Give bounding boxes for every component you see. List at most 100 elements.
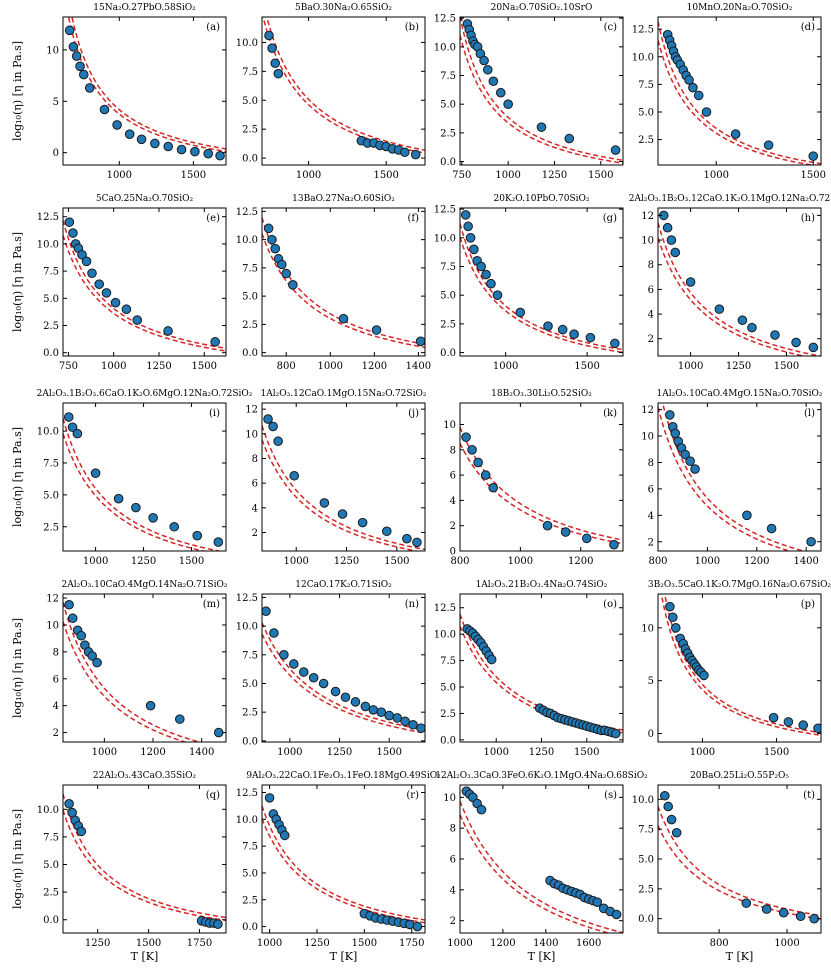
plot-area (262, 414, 425, 551)
x-tick-label: 1400 (406, 361, 431, 372)
y-tick-label: 10 (641, 236, 654, 247)
model-curve-lower (658, 237, 808, 356)
y-tick-label: 2.5 (43, 888, 59, 899)
y-tick-label: 7.5 (440, 262, 456, 273)
data-point (262, 606, 271, 617)
data-point (670, 428, 681, 439)
subplot-title: 12Al₂O₃.3CaO.3FeO.6K₂O.1MgO.4Na₂O.68SiO₂ (435, 771, 648, 781)
data-point (267, 234, 277, 245)
y-tick-label: 2.5 (638, 884, 654, 895)
y-tick-label: 2.5 (638, 135, 654, 146)
data-point (688, 82, 698, 93)
subplot-d: 10MnO.20Na₂O.70SiO₂ 1000 1500 2.5 5.0 7.5 10.0… (632, 3, 826, 181)
data-point (560, 527, 571, 537)
axes-frame (459, 593, 624, 743)
panel-label: (b) (405, 22, 419, 33)
y-tick-label: 5.0 (440, 683, 456, 694)
y-tick-label: 5 (53, 97, 59, 108)
y-tick-label: 10.0 (632, 795, 654, 806)
subplot-title: 18B₂O₃.30Li₂O.52SiO₂ (491, 389, 592, 399)
data-point (371, 325, 382, 335)
y-tick-label: 0.0 (440, 348, 456, 359)
data-point (469, 244, 479, 255)
x-tick-label: 1250 (131, 556, 156, 567)
x-tick-label: 1000 (508, 556, 533, 567)
y-tick-label: 10 (46, 620, 59, 631)
data-point (308, 672, 319, 683)
data-point (476, 261, 486, 272)
data-point (402, 533, 412, 544)
x-tick-label: 1000 (495, 170, 520, 181)
subplot-f: 13BaO.27Na₂O.60SiO₂ 800 1000 1200 1400 0.0 2.5… (236, 194, 431, 372)
y-tick-label: 12.5 (434, 14, 456, 25)
model-curve-upper (63, 793, 226, 919)
data-point (415, 336, 425, 347)
data-point (288, 280, 298, 290)
x-tick-label: 1000 (774, 938, 799, 949)
y-tick-label: 2 (450, 521, 456, 532)
subplot-l: 1Al₂O₃.10CaO.4MgO.15Na₂O.70SiO₂ 800 1000 12… (641, 389, 823, 567)
data-point (668, 612, 678, 623)
data-point (400, 147, 410, 158)
x-tick-label: 1000 (318, 361, 343, 372)
data-point (690, 464, 700, 474)
data-point (270, 243, 281, 254)
plot-area (658, 403, 816, 551)
axes-frame (62, 402, 227, 552)
data-point (384, 710, 395, 721)
x-tick-label: 750 (452, 170, 471, 181)
y-tick-label: 7.5 (242, 842, 258, 853)
x-tick-label: 1500 (136, 938, 161, 949)
x-tick-label: 1500 (384, 556, 409, 567)
y-tick-label: 12.5 (632, 25, 654, 36)
data-point (176, 144, 187, 155)
subplot-title: 1Al₂O₃.21B₂O₃.4Na₂O.74SiO₂ (476, 580, 608, 590)
y-tick-label: 6 (53, 674, 59, 685)
model-curve-upper (262, 805, 425, 921)
panel-label: (f) (407, 213, 419, 224)
y-tick-label: 5.0 (242, 96, 258, 107)
data-point (87, 651, 97, 661)
data-point (741, 898, 752, 908)
subplot-c: 20Na₂O.70SiO₂.10SrO 750 1000 1250 1500 0.0 2.5… (434, 3, 624, 181)
data-point (663, 801, 673, 812)
y-tick-label: 4 (450, 885, 456, 896)
x-tick-label: 1750 (187, 938, 212, 949)
x-tick-label: 1500 (574, 747, 599, 758)
data-point (169, 521, 180, 532)
model-curve-upper (663, 594, 821, 734)
subplot-o: 1Al₂O₃.21B₂O₃.4Na₂O.74SiO₂ 1000 1250 1500 0.… (434, 580, 624, 758)
y-tick-label: 2.5 (242, 895, 258, 906)
model-curve-lower (262, 439, 421, 551)
y-tick-label: 2.5 (440, 709, 456, 720)
data-point (463, 221, 473, 232)
data-point (680, 449, 690, 460)
data-point (701, 107, 712, 117)
model-curve-lower (658, 825, 821, 920)
x-tick-label: 1250 (304, 938, 329, 949)
subplot-g: 20K₂O.10PbO.70SiO₂ 1000 1500 0.0 2.5 5.0 7.5 10… (434, 194, 624, 372)
y-tick-label: 12.5 (434, 603, 456, 614)
x-tick-label: 1000 (277, 747, 302, 758)
data-point (791, 337, 801, 348)
plot-area (460, 786, 623, 933)
model-curve-upper (71, 17, 226, 150)
x-tick-label: 1750 (399, 938, 424, 949)
x-tick-label: 1500 (179, 556, 204, 567)
subplot-title: 20Na₂O.70SiO₂.10SrO (491, 3, 593, 13)
x-tick-label: 1500 (574, 361, 599, 372)
data-point (685, 456, 695, 466)
data-point (268, 421, 278, 432)
y-tick-label: 10.0 (37, 805, 59, 816)
data-point (81, 256, 92, 267)
data-point (319, 498, 330, 508)
data-point (665, 601, 675, 612)
data-point (213, 919, 223, 929)
y-tick-label: 10 (641, 432, 654, 443)
data-point (148, 513, 158, 523)
x-tick-label: 1500 (352, 938, 377, 949)
y-tick-label: 0.0 (43, 348, 59, 359)
plot-area (658, 210, 821, 356)
x-tick-label: 1500 (192, 361, 217, 372)
subplot-title: 2Al₂O₃.1B₂O₃.12CaO.1K₂O.1MgO.12Na₂O.72Si… (629, 194, 831, 204)
